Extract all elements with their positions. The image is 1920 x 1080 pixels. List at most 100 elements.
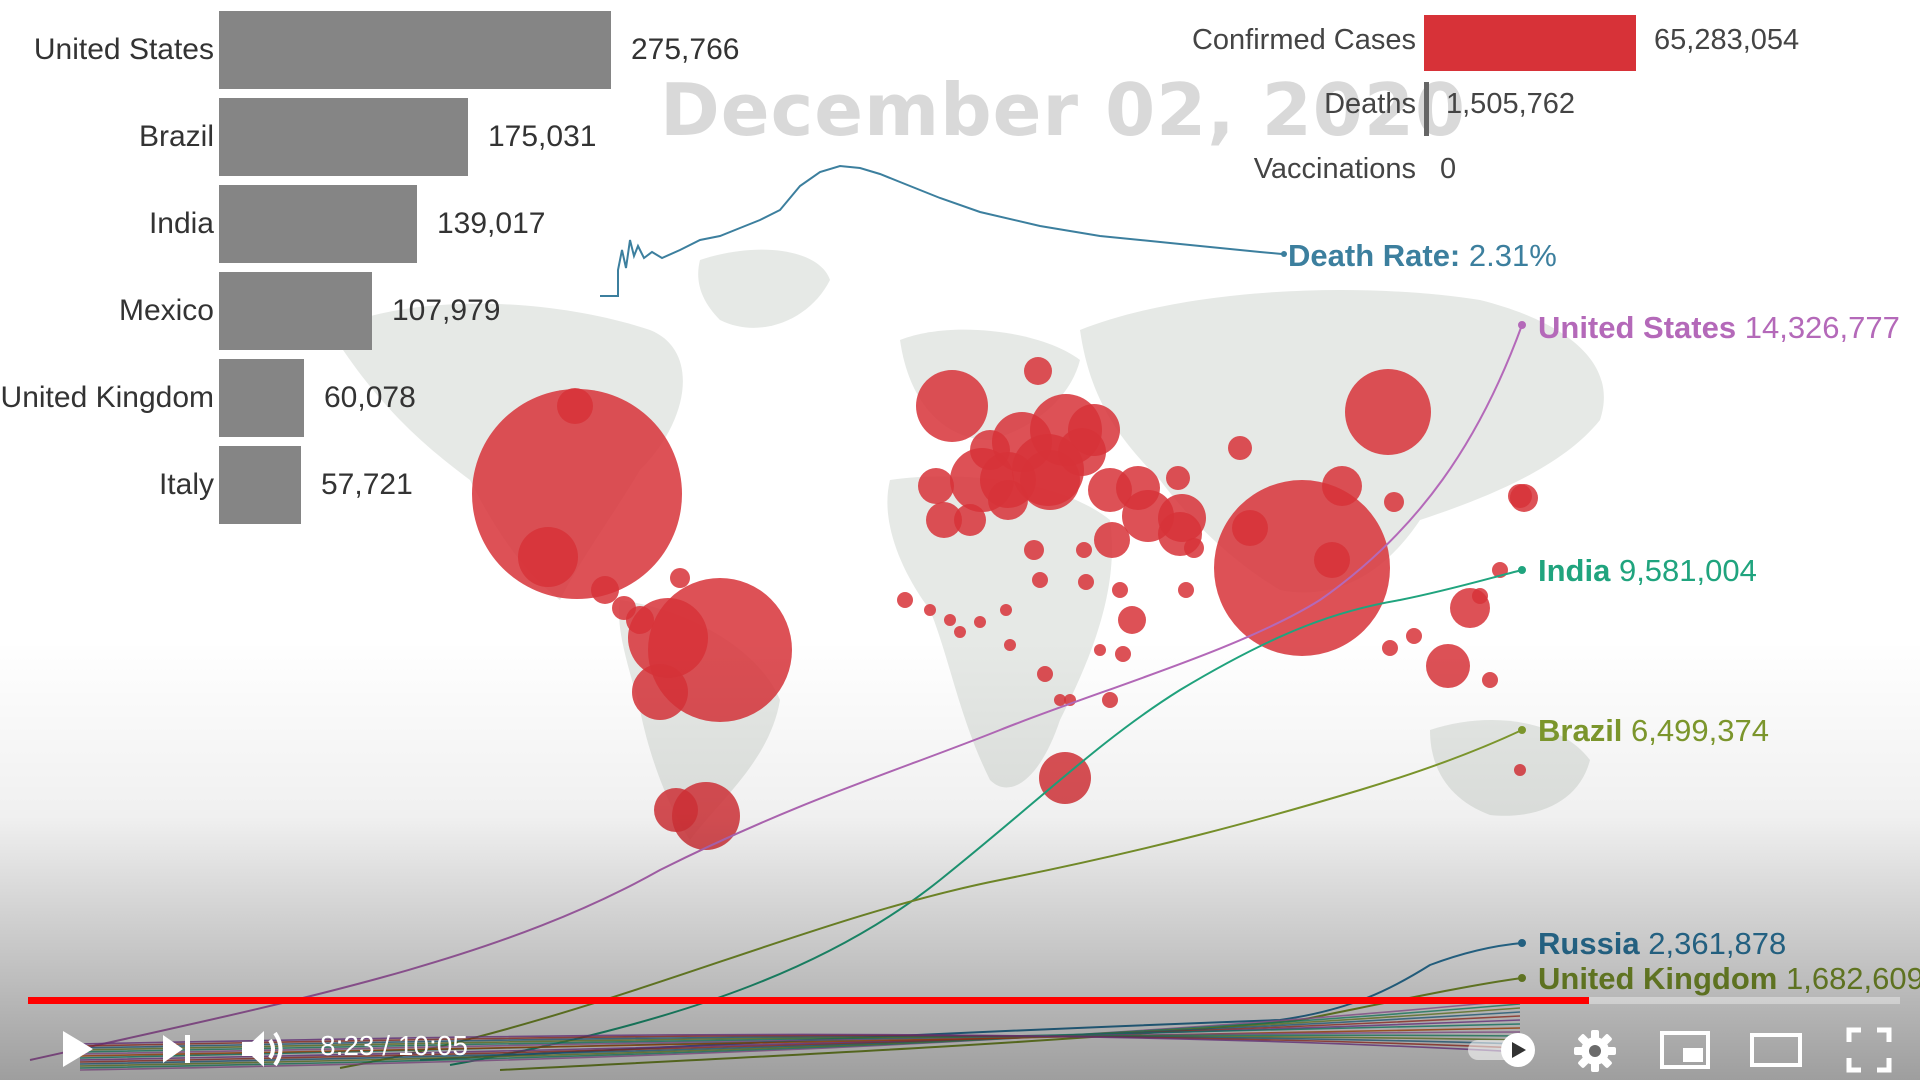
- case-bubble-72: [1472, 588, 1488, 604]
- case-line-label-4: United Kingdom 1,682,609: [1538, 961, 1920, 997]
- theater-button[interactable]: [1748, 1030, 1804, 1070]
- case-line-label-3: Russia 2,361,878: [1538, 926, 1786, 962]
- case-bubble-45: [1382, 640, 1398, 656]
- asia-shape: [1080, 290, 1604, 593]
- bar-3: [219, 272, 372, 350]
- case-bubbles: [472, 357, 1538, 850]
- case-line-value: 14,326,777: [1736, 310, 1900, 345]
- fullscreen-button[interactable]: [1844, 1026, 1894, 1074]
- case-bubble-8: [654, 788, 698, 832]
- progress-bar[interactable]: [28, 997, 1900, 1004]
- next-button[interactable]: [152, 1026, 202, 1072]
- case-bubble-68: [1094, 644, 1106, 656]
- death-rate-line: [600, 164, 1287, 297]
- volume-icon: [242, 1031, 283, 1067]
- bar-row-3: Mexico 107,979: [0, 272, 1920, 352]
- case-bubble-54: [1037, 666, 1053, 682]
- bar-country-label: Mexico: [118, 294, 214, 327]
- case-bubble-53: [1102, 692, 1118, 708]
- greenland-shape: [698, 249, 830, 328]
- confirmed-value: 65,283,054: [1654, 24, 1800, 56]
- volume-button[interactable]: [236, 1024, 290, 1074]
- case-bubble-46: [1406, 628, 1422, 644]
- bar-country-label: United States: [33, 33, 214, 66]
- minor-case-line-13: [79, 1033, 1521, 1053]
- case-bubble-49: [1076, 542, 1092, 558]
- death-rate-title: Death Rate:: [1288, 238, 1461, 273]
- case-bubble-39: [1314, 542, 1350, 578]
- case-bubble-2: [518, 527, 578, 587]
- bar-0: [219, 11, 611, 89]
- case-line-value: 1,682,609: [1777, 961, 1920, 996]
- case-bubble-62: [944, 614, 956, 626]
- case-bubble-21: [988, 480, 1028, 520]
- bar-value-label: 139,017: [437, 207, 546, 240]
- case-bubble-73: [1510, 484, 1538, 512]
- case-bubble-56: [897, 592, 913, 608]
- vaccinations-label: Vaccinations: [1253, 153, 1416, 185]
- case-bubble-66: [1004, 639, 1016, 651]
- case-line-country: United States: [1538, 310, 1737, 345]
- bar-value-label: 275,766: [631, 33, 740, 66]
- fullscreen-icon: [1846, 1027, 1892, 1073]
- autoplay-toggle[interactable]: [1466, 1032, 1538, 1068]
- settings-button[interactable]: [1570, 1026, 1620, 1076]
- case-line-dot-3: [1518, 939, 1526, 947]
- duration: 10:05: [397, 1030, 468, 1061]
- case-bubble-35: [1228, 436, 1252, 460]
- confirmed-bar: [1424, 15, 1636, 71]
- case-bubble-32: [918, 468, 954, 504]
- confirmed-label: Confirmed Cases: [1191, 24, 1416, 56]
- case-line-label-0: United States 14,326,777: [1538, 310, 1900, 346]
- case-bubble-60: [1032, 572, 1048, 588]
- case-line-country: Brazil: [1538, 713, 1623, 748]
- case-bubble-33: [926, 502, 962, 538]
- bar-row-4: United Kingdom 60,078: [0, 359, 1920, 439]
- case-bubble-31: [992, 412, 1052, 472]
- miniplayer-button[interactable]: [1658, 1028, 1712, 1072]
- deaths-bar: [1424, 82, 1429, 136]
- case-bubble-44: [1426, 644, 1470, 688]
- case-bubble-11: [626, 606, 654, 634]
- case-line-country: Russia: [1538, 926, 1640, 961]
- bar-row-0: United States 275,766: [0, 11, 1920, 91]
- bar-value-label: 175,031: [488, 120, 597, 153]
- case-bubble-41: [1384, 492, 1404, 512]
- death-rate-value: 2.31%: [1468, 238, 1557, 273]
- autoplay-icon: [1468, 1033, 1535, 1067]
- bar-2: [219, 185, 417, 263]
- case-bubble-65: [974, 616, 986, 628]
- case-bubble-61: [1078, 574, 1094, 590]
- australia-shape: [1430, 720, 1590, 816]
- play-button[interactable]: [52, 1026, 102, 1072]
- vaccinations-value: 0: [1440, 153, 1457, 185]
- case-line-dot-2: [1518, 726, 1526, 734]
- bar-row-2: India 139,017: [0, 185, 1920, 265]
- case-bubble-14: [1024, 357, 1052, 385]
- case-line-value: 2,361,878: [1639, 926, 1787, 961]
- case-bubble-69: [1514, 764, 1526, 776]
- deaths-label: Deaths: [1324, 88, 1416, 120]
- case-bubble-20: [954, 504, 986, 536]
- case-line-dot-1: [1518, 566, 1526, 574]
- current-time: 8:23: [320, 1030, 375, 1061]
- case-line-label-2: Brazil 6,499,374: [1538, 713, 1769, 749]
- time-display: 8:23 / 10:05: [320, 1030, 468, 1062]
- case-line-value: 6,499,374: [1622, 713, 1769, 748]
- bar-value-label: 57,721: [321, 468, 413, 501]
- case-line-dot-4: [1518, 974, 1526, 982]
- case-bubble-3: [557, 388, 593, 424]
- bar-1: [219, 98, 468, 176]
- case-line-1: [449, 569, 1523, 1066]
- case-bubble-40: [1345, 369, 1431, 455]
- case-bubble-26: [1094, 522, 1130, 558]
- bar-value-label: 60,078: [324, 381, 416, 414]
- case-bubble-9: [591, 576, 619, 604]
- case-bubble-13: [916, 370, 988, 442]
- case-line-value: 9,581,004: [1610, 553, 1757, 588]
- minor-case-line-3: [79, 1011, 1521, 1065]
- case-line-country: United Kingdom: [1538, 961, 1778, 996]
- case-bubble-57: [1000, 604, 1012, 616]
